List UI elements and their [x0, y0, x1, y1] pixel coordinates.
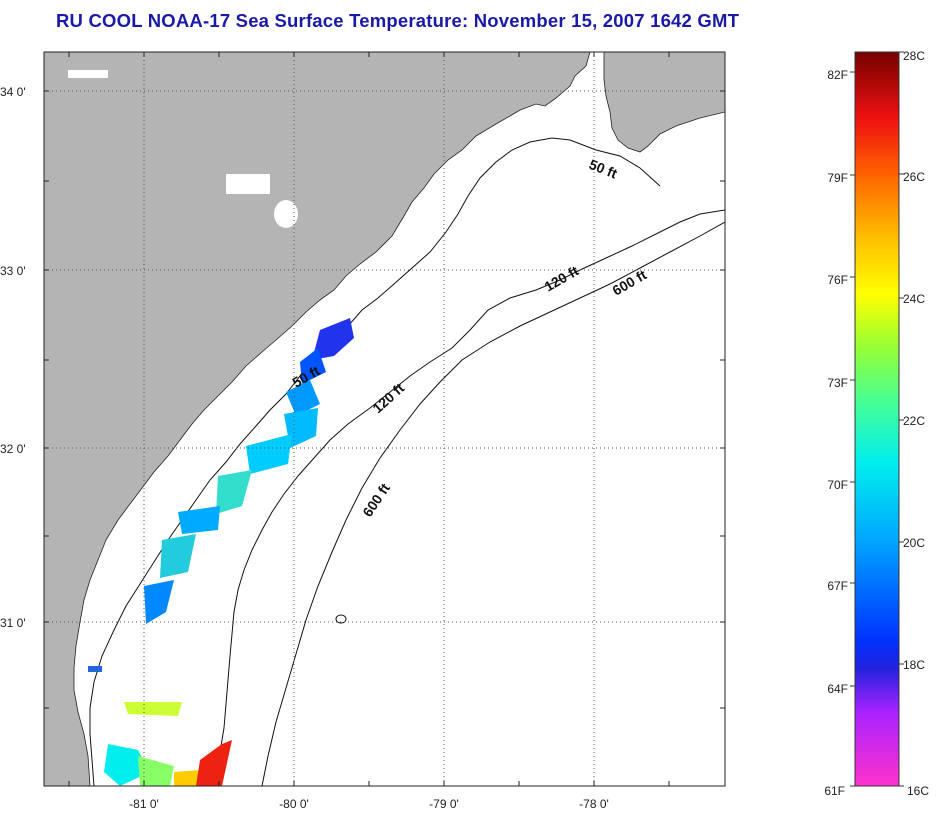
- seamount-contour: [335, 614, 347, 624]
- colorbar-c-label: 22C: [903, 414, 925, 428]
- map-title: RU COOL NOAA-17 Sea Surface Temperature:…: [56, 10, 740, 31]
- lon-label: -81 0': [129, 797, 159, 811]
- lake: [68, 70, 108, 78]
- lake: [274, 200, 298, 228]
- colorbar-c-label: 20C: [903, 536, 925, 550]
- colorbar-c-label: 24C: [903, 292, 925, 306]
- colorbar-c-label: 26C: [903, 170, 925, 184]
- graticule: [44, 52, 725, 786]
- lon-label: -78 0': [579, 797, 609, 811]
- colorbar-f-label: 64F: [827, 682, 848, 696]
- map-frame: [43, 51, 726, 787]
- lake: [226, 174, 270, 194]
- lat-label: 31 0': [0, 616, 26, 630]
- land-north: [603, 52, 725, 153]
- land-mass: [44, 52, 591, 786]
- lon-label: -79 0': [429, 797, 459, 811]
- tick-marks: [44, 52, 725, 786]
- colorbar-gradient: [854, 51, 900, 787]
- colorbar-c-label: 16C: [907, 784, 929, 798]
- isobath-120ft: [215, 209, 725, 786]
- lake: [396, 230, 410, 244]
- colorbar: 82F 79F 76F 73F 70F 67F 64F 61F 28C 26C …: [824, 49, 929, 798]
- colorbar-f-label: 76F: [827, 273, 848, 287]
- colorbar-c-label: 28C: [903, 49, 925, 63]
- lat-label: 34 0': [0, 85, 26, 99]
- lat-label: 33 0': [0, 264, 26, 278]
- colorbar-f-label: 82F: [827, 68, 848, 82]
- lon-label: -80 0': [279, 797, 309, 811]
- colorbar-f-label: 67F: [827, 579, 848, 593]
- colorbar-f-label: 79F: [827, 171, 848, 185]
- colorbar-c-label: 18C: [903, 658, 925, 672]
- colorbar-f-label: 61F: [824, 784, 845, 798]
- colorbar-f-label: 70F: [827, 478, 848, 492]
- lat-label: 32 0': [0, 442, 26, 456]
- isobath-600ft: [261, 221, 725, 786]
- colorbar-f-label: 73F: [827, 376, 848, 390]
